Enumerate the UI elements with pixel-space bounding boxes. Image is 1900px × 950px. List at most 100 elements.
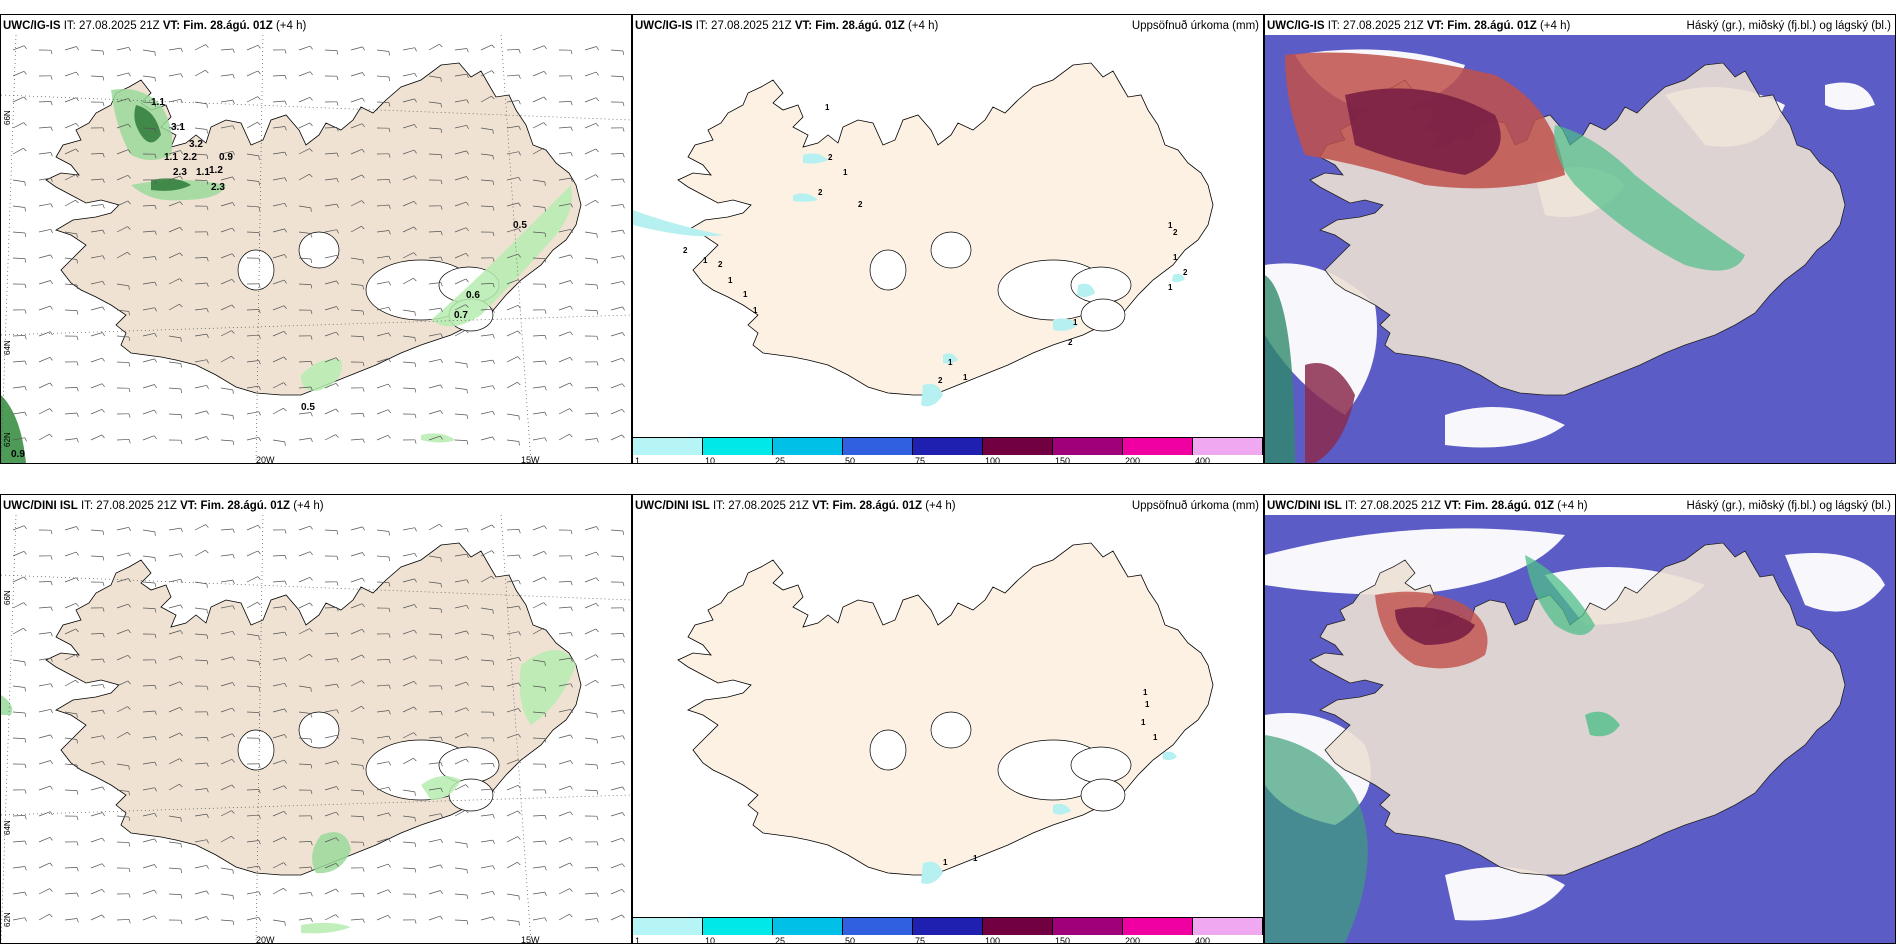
precip-value-label: 1 bbox=[1145, 700, 1150, 709]
wind-barb bbox=[246, 70, 259, 77]
wind-barb bbox=[402, 72, 415, 77]
wind-barb-flag bbox=[388, 332, 391, 337]
wind-barb-flag bbox=[49, 913, 53, 918]
wind-barb-flag bbox=[128, 552, 131, 557]
wind-barb bbox=[90, 306, 103, 311]
wind-barb-flag bbox=[362, 867, 365, 872]
colorbar-cell bbox=[1123, 917, 1193, 935]
wind-barb bbox=[64, 602, 77, 609]
wind-barb-flag bbox=[570, 50, 573, 55]
wind-barb bbox=[220, 253, 233, 259]
wind-barb bbox=[506, 810, 519, 817]
precip-value-label: 1 bbox=[1173, 253, 1178, 262]
wind-barb-flag bbox=[413, 732, 417, 736]
wind-barb-flag bbox=[414, 149, 417, 154]
wind-barb-flag bbox=[414, 919, 417, 924]
wind-barb bbox=[298, 122, 311, 129]
wind-barb bbox=[532, 685, 545, 688]
wind-barb-flag bbox=[595, 199, 599, 204]
wind-barb-flag bbox=[284, 631, 287, 636]
wind-barb-flag bbox=[336, 203, 339, 208]
wind-barb bbox=[246, 789, 260, 791]
wind-barb bbox=[298, 737, 312, 740]
wind-barb bbox=[350, 46, 363, 51]
wind-barb-flag bbox=[283, 836, 287, 841]
wind-barb bbox=[220, 304, 233, 311]
wind-barb bbox=[584, 551, 597, 557]
lon-label-20w: 20W bbox=[256, 935, 275, 944]
wind-barb bbox=[64, 654, 76, 661]
wind-barb bbox=[246, 153, 259, 157]
wind-barb-flag bbox=[310, 738, 313, 744]
wind-barb-flag bbox=[49, 811, 53, 816]
wind-barb bbox=[506, 554, 520, 557]
wind-barb-flag bbox=[595, 654, 599, 658]
wind-barb-flag bbox=[127, 200, 131, 205]
colorbar-cell bbox=[1193, 437, 1263, 455]
wind-barb-flag bbox=[336, 152, 339, 157]
precip-value-label: 1 bbox=[825, 103, 830, 112]
wind-barb bbox=[532, 70, 545, 77]
wind-barb bbox=[38, 126, 52, 129]
wind-barb-flag bbox=[570, 581, 573, 586]
wind-barb bbox=[506, 49, 520, 51]
wind-barb-flag bbox=[336, 50, 339, 55]
wind-barb bbox=[272, 810, 285, 817]
wind-barb bbox=[142, 409, 155, 415]
wind-barb bbox=[350, 603, 363, 609]
wind-barb bbox=[168, 361, 181, 364]
wind-barb-flag bbox=[76, 816, 79, 821]
wind-barb-flag bbox=[570, 177, 573, 182]
wind-barb-flag bbox=[283, 811, 287, 815]
wind-barb bbox=[90, 383, 103, 389]
wind-barb-flag bbox=[49, 408, 53, 412]
wind-barb-flag bbox=[257, 601, 261, 606]
wind-barb-flag bbox=[361, 200, 365, 204]
wind-barb-flag bbox=[466, 73, 469, 78]
wind-barb-flag bbox=[231, 304, 235, 309]
precip-panel-top: UWC/IG-IS IT: 27.08.2025 21Z VT: Fim. 28… bbox=[632, 14, 1264, 464]
wind-barb-flag bbox=[336, 255, 339, 259]
wind-barb-flag bbox=[440, 359, 443, 363]
wind-barb bbox=[142, 812, 155, 817]
wind-barb-flag bbox=[413, 175, 417, 180]
wind-barb-flag bbox=[440, 583, 442, 588]
wind-barb-flag bbox=[50, 760, 53, 765]
wind-barb-flag bbox=[154, 761, 157, 766]
wind-barb bbox=[610, 684, 623, 687]
wind-barb-flag bbox=[440, 864, 443, 869]
wind-barb-flag bbox=[361, 603, 365, 608]
wind-barb-flag bbox=[517, 836, 521, 840]
wind-barb-flag bbox=[75, 603, 79, 607]
colorbar-cell bbox=[633, 917, 703, 935]
wind-barb-flag bbox=[440, 435, 443, 440]
wind-barb-flag bbox=[310, 437, 313, 442]
wind-barb-flag bbox=[258, 865, 261, 870]
wind-barb bbox=[90, 709, 103, 713]
wind-barb bbox=[64, 46, 77, 51]
wind-barb bbox=[506, 861, 518, 869]
wind-barb bbox=[584, 71, 597, 77]
wind-barb-flag bbox=[569, 888, 573, 892]
wind-barb-flag bbox=[154, 333, 157, 337]
wind-barb-flag bbox=[466, 125, 469, 129]
wind-barb-flag bbox=[569, 382, 573, 387]
wind-barb bbox=[12, 866, 25, 869]
wind-barb bbox=[480, 359, 493, 363]
wind-barb-flag bbox=[570, 606, 573, 611]
wind-barb bbox=[64, 711, 77, 715]
wind-barb bbox=[402, 175, 415, 181]
precip-value-label: 1 bbox=[1153, 733, 1158, 742]
wind-barb-flag bbox=[24, 712, 27, 718]
wind-barb-flag bbox=[310, 258, 313, 264]
wind-barb-flag bbox=[622, 229, 625, 234]
wind-barb bbox=[480, 763, 494, 765]
wind-barb bbox=[532, 411, 545, 415]
wind-barb-flag bbox=[101, 889, 105, 893]
wind-barb bbox=[298, 653, 310, 661]
wind-barb bbox=[90, 434, 103, 441]
wind-barb bbox=[272, 887, 284, 895]
wind-barb bbox=[116, 919, 130, 921]
cloud-map-bottom bbox=[1265, 515, 1895, 943]
wind-barb bbox=[64, 174, 76, 181]
